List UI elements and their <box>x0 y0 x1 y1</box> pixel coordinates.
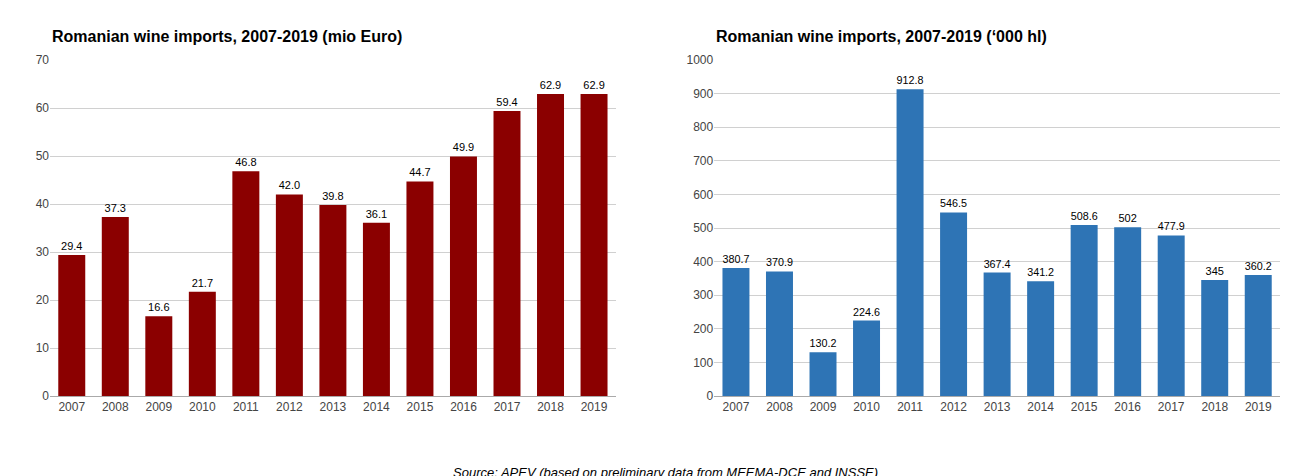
svg-text:367.4: 367.4 <box>984 258 1011 270</box>
svg-text:224.6: 224.6 <box>853 306 880 318</box>
svg-text:50: 50 <box>36 149 50 163</box>
svg-text:37.3: 37.3 <box>105 202 126 214</box>
svg-text:49.9: 49.9 <box>453 141 474 153</box>
svg-text:2017: 2017 <box>494 400 521 414</box>
svg-text:477.9: 477.9 <box>1158 220 1185 232</box>
svg-text:0: 0 <box>42 389 49 403</box>
svg-text:100: 100 <box>693 356 713 370</box>
svg-text:36.1: 36.1 <box>366 208 387 220</box>
svg-text:70: 70 <box>36 53 50 67</box>
svg-text:200: 200 <box>693 322 713 336</box>
svg-text:341.2: 341.2 <box>1027 266 1054 278</box>
svg-text:16.6: 16.6 <box>148 301 169 313</box>
svg-text:700: 700 <box>693 154 713 168</box>
svg-text:62.9: 62.9 <box>583 79 604 91</box>
svg-text:370.9: 370.9 <box>766 256 793 268</box>
svg-text:2019: 2019 <box>581 400 608 414</box>
svg-text:39.8: 39.8 <box>322 190 343 202</box>
svg-text:2008: 2008 <box>766 400 793 414</box>
svg-text:900: 900 <box>693 87 713 101</box>
svg-text:2011: 2011 <box>897 400 923 414</box>
svg-text:44.7: 44.7 <box>409 166 430 178</box>
svg-text:29.4: 29.4 <box>61 240 82 252</box>
svg-text:380.7: 380.7 <box>722 253 749 265</box>
svg-text:2007: 2007 <box>723 400 750 414</box>
svg-text:42.0: 42.0 <box>279 179 300 191</box>
svg-text:2010: 2010 <box>853 400 880 414</box>
svg-text:2015: 2015 <box>407 400 434 414</box>
svg-text:2017: 2017 <box>1158 400 1185 414</box>
svg-text:345: 345 <box>1206 265 1224 277</box>
svg-text:20: 20 <box>36 293 50 307</box>
svg-text:2014: 2014 <box>1027 400 1054 414</box>
svg-text:1000: 1000 <box>686 53 713 67</box>
svg-text:2013: 2013 <box>320 400 347 414</box>
svg-text:2014: 2014 <box>363 400 390 414</box>
svg-text:2009: 2009 <box>810 400 837 414</box>
svg-text:2018: 2018 <box>537 400 564 414</box>
svg-text:2009: 2009 <box>145 400 172 414</box>
svg-text:10: 10 <box>36 341 50 355</box>
svg-text:62.9: 62.9 <box>540 79 561 91</box>
svg-text:2012: 2012 <box>276 400 303 414</box>
svg-text:600: 600 <box>693 188 713 202</box>
svg-text:2016: 2016 <box>1114 400 1141 414</box>
svg-text:2012: 2012 <box>940 400 967 414</box>
svg-text:2008: 2008 <box>102 400 129 414</box>
svg-text:508.6: 508.6 <box>1071 210 1098 222</box>
svg-text:Source: APEV (based on prelimi: Source: APEV (based on preliminary data … <box>453 465 878 476</box>
svg-text:2019: 2019 <box>1245 400 1272 414</box>
svg-text:300: 300 <box>693 288 713 302</box>
svg-text:400: 400 <box>693 255 713 269</box>
svg-text:912.8: 912.8 <box>897 74 924 86</box>
svg-text:130.2: 130.2 <box>810 337 837 349</box>
svg-text:360.2: 360.2 <box>1245 260 1272 272</box>
svg-text:40: 40 <box>36 197 50 211</box>
svg-text:0: 0 <box>707 389 714 403</box>
svg-text:2015: 2015 <box>1071 400 1098 414</box>
svg-text:Romanian wine imports, 2007-20: Romanian wine imports, 2007-2019 (‘000 h… <box>716 28 1047 45</box>
svg-text:59.4: 59.4 <box>496 96 517 108</box>
svg-text:2010: 2010 <box>189 400 216 414</box>
svg-text:Romanian wine imports, 2007-20: Romanian wine imports, 2007-2019 (mio Eu… <box>52 28 402 45</box>
svg-text:800: 800 <box>693 120 713 134</box>
svg-text:21.7: 21.7 <box>192 277 213 289</box>
svg-text:2013: 2013 <box>984 400 1011 414</box>
svg-text:2016: 2016 <box>450 400 477 414</box>
svg-text:500: 500 <box>693 221 713 235</box>
svg-text:46.8: 46.8 <box>235 156 256 168</box>
svg-text:2007: 2007 <box>58 400 85 414</box>
svg-text:502: 502 <box>1118 212 1136 224</box>
svg-text:546.5: 546.5 <box>940 197 967 209</box>
svg-text:2011: 2011 <box>233 400 259 414</box>
svg-text:2018: 2018 <box>1201 400 1228 414</box>
svg-text:30: 30 <box>36 245 50 259</box>
svg-text:60: 60 <box>36 101 50 115</box>
